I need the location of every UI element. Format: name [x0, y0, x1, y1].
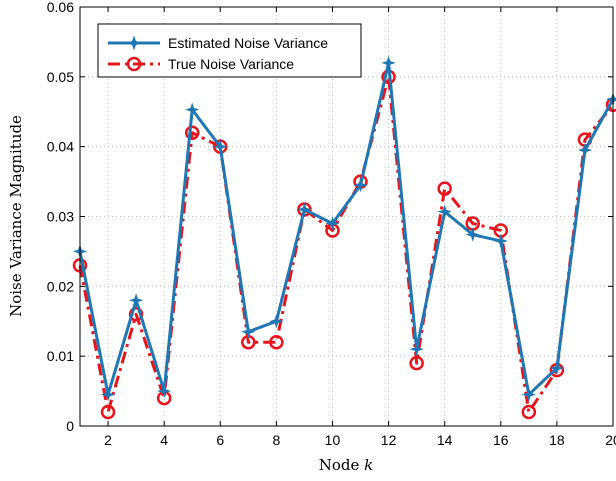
estimated-variance-point — [437, 204, 452, 219]
true-variance-point — [184, 125, 200, 140]
ticks: 2 4 6 8 10 12 14 16 18 20 0 0.01 0.02 0.03 0.04 0.05 0.0… — [47, 0, 616, 448]
x-tick-label: 8 — [272, 432, 280, 448]
x-tick-label: 4 — [160, 432, 168, 448]
legend-box — [97, 23, 362, 78]
series-layer — [72, 55, 616, 420]
series-line-estimated — [78, 61, 615, 397]
x-tick-label: 10 — [325, 432, 341, 448]
y-tick-label: 0.01 — [47, 348, 74, 364]
x-tick-label: 20 — [605, 432, 616, 448]
legend-true-label: True Noise Variance — [168, 56, 294, 72]
estimated-variance-point — [521, 387, 536, 402]
estimated-variance-point — [465, 227, 480, 242]
x-tick-label: 12 — [381, 432, 397, 448]
estimated-variance-point — [100, 387, 116, 402]
estimated-variance-point — [157, 383, 172, 399]
y-tick-label: 0 — [66, 418, 74, 434]
estimated-variance-point — [269, 314, 284, 329]
y-tick-label: 0.06 — [47, 0, 74, 15]
estimated-variance-point — [213, 139, 228, 154]
legend-true-marker — [126, 56, 142, 72]
y-tick-label: 0.05 — [47, 69, 74, 85]
estimated-variance-point — [241, 324, 256, 339]
estimated-variance-point — [493, 233, 508, 249]
x-tick-label: 14 — [437, 432, 453, 448]
x-tick-label: 6 — [216, 432, 224, 448]
x-tick-label: 18 — [549, 432, 565, 448]
x-tick-label: 16 — [493, 432, 509, 448]
estimated-variance-point — [129, 293, 144, 308]
true-variance-point — [437, 181, 452, 196]
estimated-variance-point — [577, 143, 593, 158]
true-variance-point — [128, 307, 144, 322]
legend-estimated-label: Estimated Noise Variance — [168, 35, 328, 51]
true-variance-point — [521, 404, 537, 420]
y-tick-label: 0.02 — [47, 278, 74, 294]
true-variance-point — [269, 334, 284, 350]
estimated-variance-point — [409, 342, 424, 357]
estimated-variance-point — [185, 102, 200, 117]
x-axis-label-variable: k — [364, 456, 373, 474]
estimated-variance-point — [297, 202, 312, 217]
x-axis-label: Node k — [319, 456, 374, 474]
estimated-variance-point — [353, 177, 368, 193]
y-tick-label: 0.04 — [47, 139, 74, 155]
x-tick-label: 2 — [104, 432, 112, 448]
true-variance-point — [409, 355, 424, 371]
legend: Estimated Noise Variance True Noise Vari… — [97, 23, 362, 78]
legend-estimated-marker — [126, 35, 142, 51]
y-axis-label: Noise Variance Magnitude — [7, 115, 25, 317]
y-tick-label: 0.03 — [47, 209, 74, 225]
estimated-variance-point — [381, 55, 396, 70]
x-axis-label-text: Node — [319, 456, 360, 474]
estimated-variance-point — [325, 216, 340, 231]
true-variance-point — [100, 404, 116, 420]
estimated-variance-point — [549, 360, 564, 376]
